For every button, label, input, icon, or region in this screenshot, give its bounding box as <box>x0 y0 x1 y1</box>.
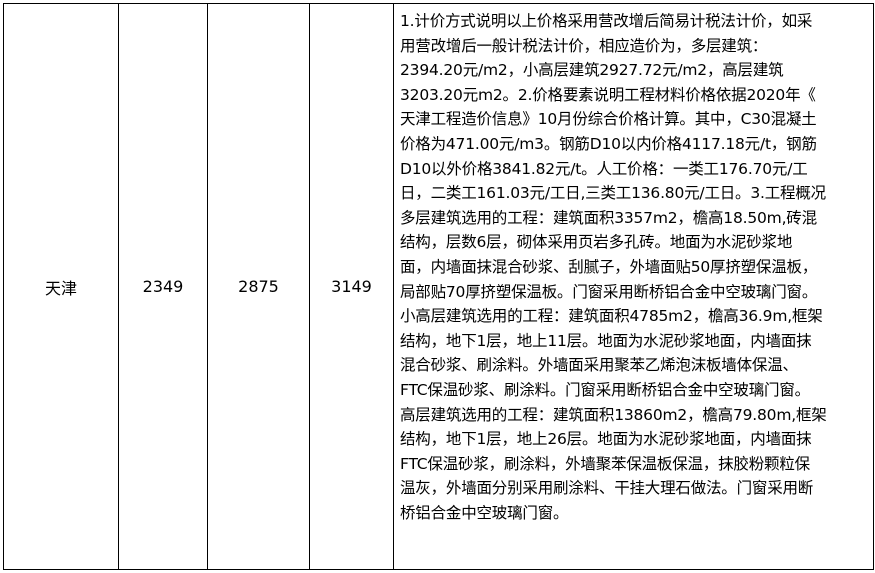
high-rise-price-cell: 3149 <box>309 3 394 570</box>
description-line: 价格为471.00元/m3。钢筋D10以内价格4117.18元/t，钢筋 <box>400 134 817 153</box>
description-line: 1.计价方式说明以上价格采用营改增后简易计税法计价，如采 <box>400 12 813 30</box>
description-line: 2394.20元/m2，小高层建筑2927.72元/m2，高层建筑 <box>400 61 784 80</box>
description-line: 结构，地下1层，地上26层。地面为水泥砂浆地面，内墙面抹 <box>400 430 812 449</box>
description-line: 温灰，外墙面分别采用刷涂料、干挂大理石做法。门窗采用断 <box>400 479 814 498</box>
price-table: 天津 2349 2875 3149 1.计价方式说明以上价格采用营改增后简易计税… <box>3 3 874 570</box>
description-line: 高层建筑选用的工程：建筑面积13860m2，檐高79.80m,框架 <box>400 405 827 424</box>
multi-storey-price-cell: 2349 <box>118 3 208 570</box>
description-line: 3203.20元m2。2.价格要素说明工程材料价格依据2020年《 <box>400 85 816 104</box>
description-line: 小高层建筑选用的工程：建筑面积4785m2，檐高36.9m,框架 <box>400 307 823 326</box>
city-cell: 天津 <box>3 3 119 570</box>
description-line: 天津工程造价信息》10月份综合价格计算。其中，C30混凝土 <box>400 110 817 129</box>
description-line: 多层建筑选用的工程：建筑面积3357m2，檐高18.50m,砖混 <box>400 208 817 227</box>
table-row: 天津 2349 2875 3149 1.计价方式说明以上价格采用营改增后简易计税… <box>3 3 874 570</box>
description-line: 日，二类工161.03元/工日,三类工136.80元/工日。3.工程概况 <box>400 184 826 203</box>
description-line: D10以外价格3841.82元/t。人工价格：一类工176.70元/工 <box>400 159 808 178</box>
description-line: FTC保温砂浆，刷涂料，外墙聚苯保温板保温，抹胶粉颗粒保 <box>400 454 810 473</box>
description-line: 局部贴70厚挤塑保温板。门窗采用断桥铝合金中空玻璃门窗。 <box>400 282 818 301</box>
description-line: FTC保温砂浆、刷涂料。门窗采用断桥铝合金中空玻璃门窗。 <box>400 380 810 399</box>
description-line: 用营改增后一般计税法计价，相应造价为，多层建筑： <box>400 36 768 55</box>
description-line: 结构，层数6层，砌体采用页岩多孔砖。地面为水泥砂浆地 <box>400 233 793 252</box>
small-high-rise-price-cell: 2875 <box>207 3 310 570</box>
description-line: 桥铝合金中空玻璃门窗。 <box>400 503 569 522</box>
description-line: 结构，地下1层，地上11层。地面为水泥砂浆地面，内墙面抹 <box>400 331 812 350</box>
description-line: 混合砂浆、刷涂料。外墙面采用聚苯乙烯泡沫板墙体保温、 <box>400 356 798 375</box>
description-line: 面，内墙面抹混合砂浆、刮腻子，外墙面贴50厚挤塑保温板， <box>400 257 818 276</box>
description-cell: 1.计价方式说明以上价格采用营改增后简易计税法计价，如采 用营改增后一般计税法计价… <box>393 3 874 570</box>
